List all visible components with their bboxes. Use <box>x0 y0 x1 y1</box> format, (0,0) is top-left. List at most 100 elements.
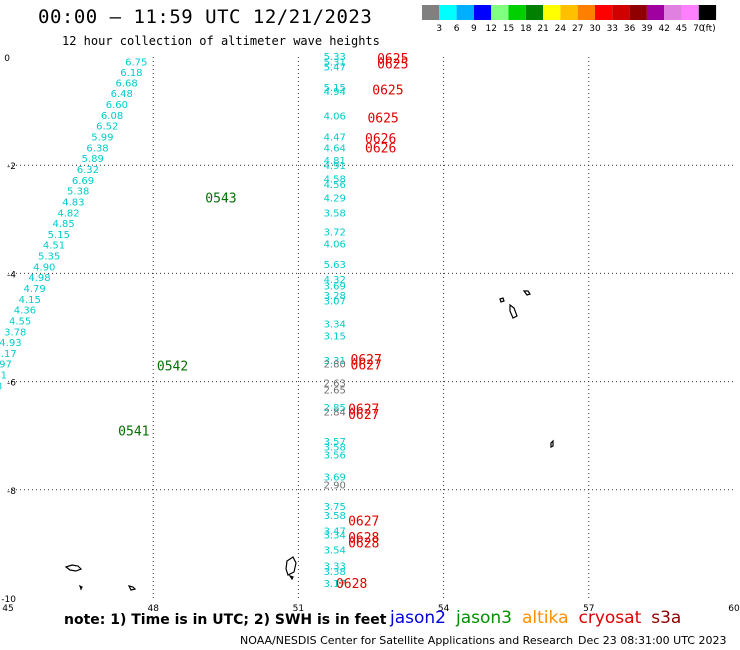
island-outline <box>288 574 294 581</box>
island-outline <box>285 556 297 576</box>
wave-height-value: 5.33 <box>324 52 346 63</box>
wave-height-value: 4.85 <box>53 219 75 230</box>
x-tick-label: 54 <box>438 604 450 614</box>
island-outline <box>64 564 83 572</box>
wave-height-value: 5.15 <box>48 230 70 241</box>
pass-time-label: 0625 <box>377 57 408 72</box>
colorbar-legend: 3 6 9 12 15 18 21 24 27 30 33 36 39 42 45 70(ft) <box>422 5 717 34</box>
wave-height-value: 6.60 <box>106 100 128 111</box>
wave-height-value: 4.93 <box>0 338 22 349</box>
wave-height-value: 3.07 <box>324 296 346 307</box>
colorbar-label: 12 <box>485 24 496 34</box>
wave-height-value: 4.36 <box>14 306 36 317</box>
pass-time-label: 0625 <box>367 112 398 127</box>
wave-height-value: 6.68 <box>115 78 137 89</box>
island-outline <box>550 439 554 448</box>
wave-height-value: 6.75 <box>125 57 147 68</box>
colorbar-label: 33 <box>607 24 618 34</box>
colorbar-swatch <box>612 5 630 20</box>
wave-height-value: 4.47 <box>324 133 346 144</box>
wave-height-value: 3.28 <box>324 291 346 302</box>
island-outline <box>127 585 137 591</box>
wave-height-labels: 6.756.186.686.486.606.086.525.996.385.89… <box>0 52 346 590</box>
colorbar-label: 18 <box>520 24 532 34</box>
pass-time-label: 0627 <box>348 515 379 530</box>
colorbar-swatch <box>629 5 647 20</box>
colorbar-label: 30 <box>589 24 601 34</box>
y-tick-label: -4 <box>7 270 16 280</box>
colorbar-swatch <box>491 5 509 20</box>
wave-height-value: 4.94 <box>324 87 346 98</box>
wave-height-value: 4.64 <box>324 143 346 154</box>
wave-height-value: 3.17 <box>324 579 346 590</box>
colorbar-label: 42 <box>658 24 669 34</box>
axis-tick-labels: 45 48 51 54 57 60 0 -2 -4 -6 -8 -10 <box>1 54 740 614</box>
pass-time-label: 0627 <box>348 408 379 423</box>
satellite-legend-item: s3a <box>651 608 682 628</box>
wave-height-value: 4.81 <box>324 156 346 167</box>
wave-height-value: 4.55 <box>9 316 31 327</box>
wave-height-value: 6.69 <box>72 176 94 187</box>
colorbar-label: 70 <box>693 24 705 34</box>
pass-time-label: 0625 <box>377 52 408 67</box>
wave-height-value: 2.63 <box>324 379 346 390</box>
wave-height-value: 3.34 <box>324 531 346 542</box>
wave-height-value: 3.15 <box>324 332 346 343</box>
wave-height-value: 3.75 <box>324 502 346 513</box>
wave-height-value: 5.38 <box>67 187 89 198</box>
wave-height-value: 4.83 <box>62 197 84 208</box>
colorbar-unit: (ft) <box>702 24 716 34</box>
colorbar-label: 24 <box>555 24 567 34</box>
wave-height-value: 4.06 <box>324 240 346 251</box>
colorbar-swatch <box>456 5 474 20</box>
wave-height-value: 4.91 <box>324 161 346 172</box>
pass-time-label: 0627 <box>348 403 379 418</box>
y-tick-label: -8 <box>7 487 16 497</box>
island-outline <box>78 584 83 591</box>
pass-time-labels: 0543054205410625062506250625062606260627… <box>118 52 408 592</box>
y-tick-label: -2 <box>7 162 16 172</box>
wave-height-value: 3.78 <box>4 327 26 338</box>
wave-height-value: 5.31 <box>324 57 346 68</box>
island-outline <box>522 290 531 296</box>
colorbar-swatch <box>664 5 682 20</box>
wave-height-value: 3.72 <box>324 228 346 239</box>
x-tick-label: 48 <box>147 604 159 614</box>
colorbar-label: 39 <box>641 24 653 34</box>
satellite-legend: jason2 jason3 altika cryosat s3a <box>390 608 691 628</box>
colorbar-swatch <box>473 5 492 20</box>
satellite-legend-item: jason2 <box>390 608 446 628</box>
colorbar-label: 15 <box>503 24 514 34</box>
colorbar-label: 27 <box>572 24 583 34</box>
units-note: note: 1) Time is in UTC; 2) SWH is in fe… <box>64 612 387 628</box>
lat-lon-grid <box>8 57 734 598</box>
pass-time-label: 0627 <box>351 358 382 373</box>
pass-time-label: 0625 <box>372 83 403 98</box>
pass-time-label: 0626 <box>365 141 396 156</box>
satellite-legend-item: jason3 <box>456 608 512 628</box>
wave-height-value: 3.57 <box>324 437 346 448</box>
colorbar-label: 9 <box>471 24 477 34</box>
wave-height-value: 3.54 <box>324 545 346 556</box>
wave-height-value: 4.97 <box>0 360 12 371</box>
colorbar-swatch <box>439 5 457 20</box>
x-tick-label: 57 <box>583 604 594 614</box>
wave-height-value: 5.47 <box>324 63 346 74</box>
colorbar-swatch <box>681 5 699 20</box>
wave-height-value: 4.90 <box>33 262 55 273</box>
y-tick-label: 0 <box>4 54 10 64</box>
satellite-legend-item: cryosat <box>578 608 642 628</box>
colorbar-swatch <box>698 5 717 20</box>
wave-height-value: 3.34 <box>324 320 346 331</box>
wave-height-value: 5.63 <box>324 260 346 271</box>
wave-height-value: 6.18 <box>120 68 142 79</box>
wave-height-value: 4.58 <box>324 175 346 186</box>
colorbar-swatch <box>560 5 578 20</box>
colorbar-label: 21 <box>537 24 548 34</box>
y-tick-label: -10 <box>1 595 16 605</box>
wave-height-value: 3.38 <box>324 567 346 578</box>
y-tick-label: -6 <box>7 379 16 389</box>
wave-height-value: 5.35 <box>38 252 60 263</box>
pass-time-label: 0628 <box>336 577 367 592</box>
